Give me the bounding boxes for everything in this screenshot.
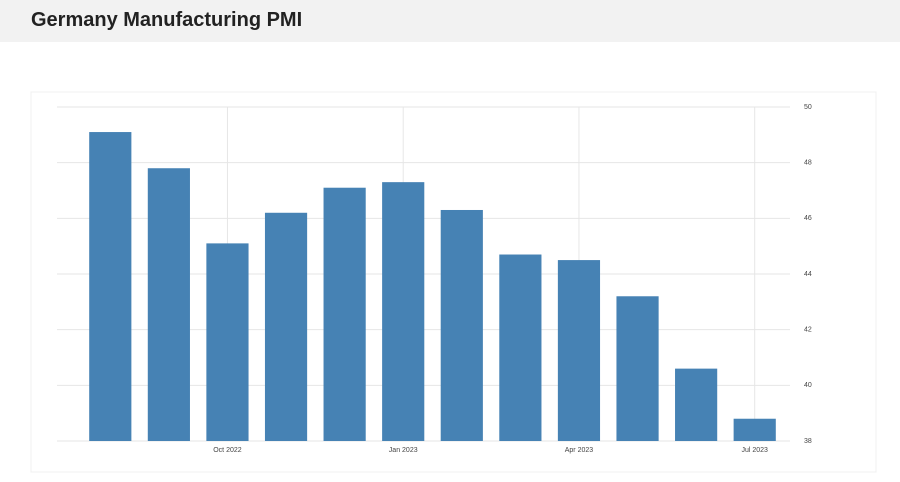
y-tick-label: 38 xyxy=(804,438,812,445)
header: Germany Manufacturing PMI xyxy=(0,0,900,42)
bar xyxy=(557,260,601,441)
bar xyxy=(440,209,483,441)
y-tick-label: 50 xyxy=(804,104,812,111)
y-tick-label: 48 xyxy=(804,160,812,167)
bar xyxy=(616,296,659,441)
x-tick-label: Jan 2023 xyxy=(389,447,418,454)
y-tick-label: 44 xyxy=(804,271,812,278)
bar xyxy=(323,187,366,441)
bar xyxy=(733,418,776,441)
chart-frame xyxy=(30,91,877,473)
bar xyxy=(382,182,425,441)
bar xyxy=(206,243,249,441)
y-tick-label: 42 xyxy=(804,327,812,334)
x-tick-label: Oct 2022 xyxy=(213,447,242,454)
bar xyxy=(147,168,190,441)
x-tick-label: Apr 2023 xyxy=(565,447,594,454)
bar xyxy=(264,212,308,441)
y-tick-label: 40 xyxy=(804,382,812,389)
bar xyxy=(499,254,542,441)
y-tick-label: 46 xyxy=(804,215,812,222)
chart-title: Germany Manufacturing PMI xyxy=(31,9,303,31)
bar xyxy=(89,132,132,442)
x-tick-label: Jul 2023 xyxy=(741,447,768,454)
bar xyxy=(675,368,718,441)
